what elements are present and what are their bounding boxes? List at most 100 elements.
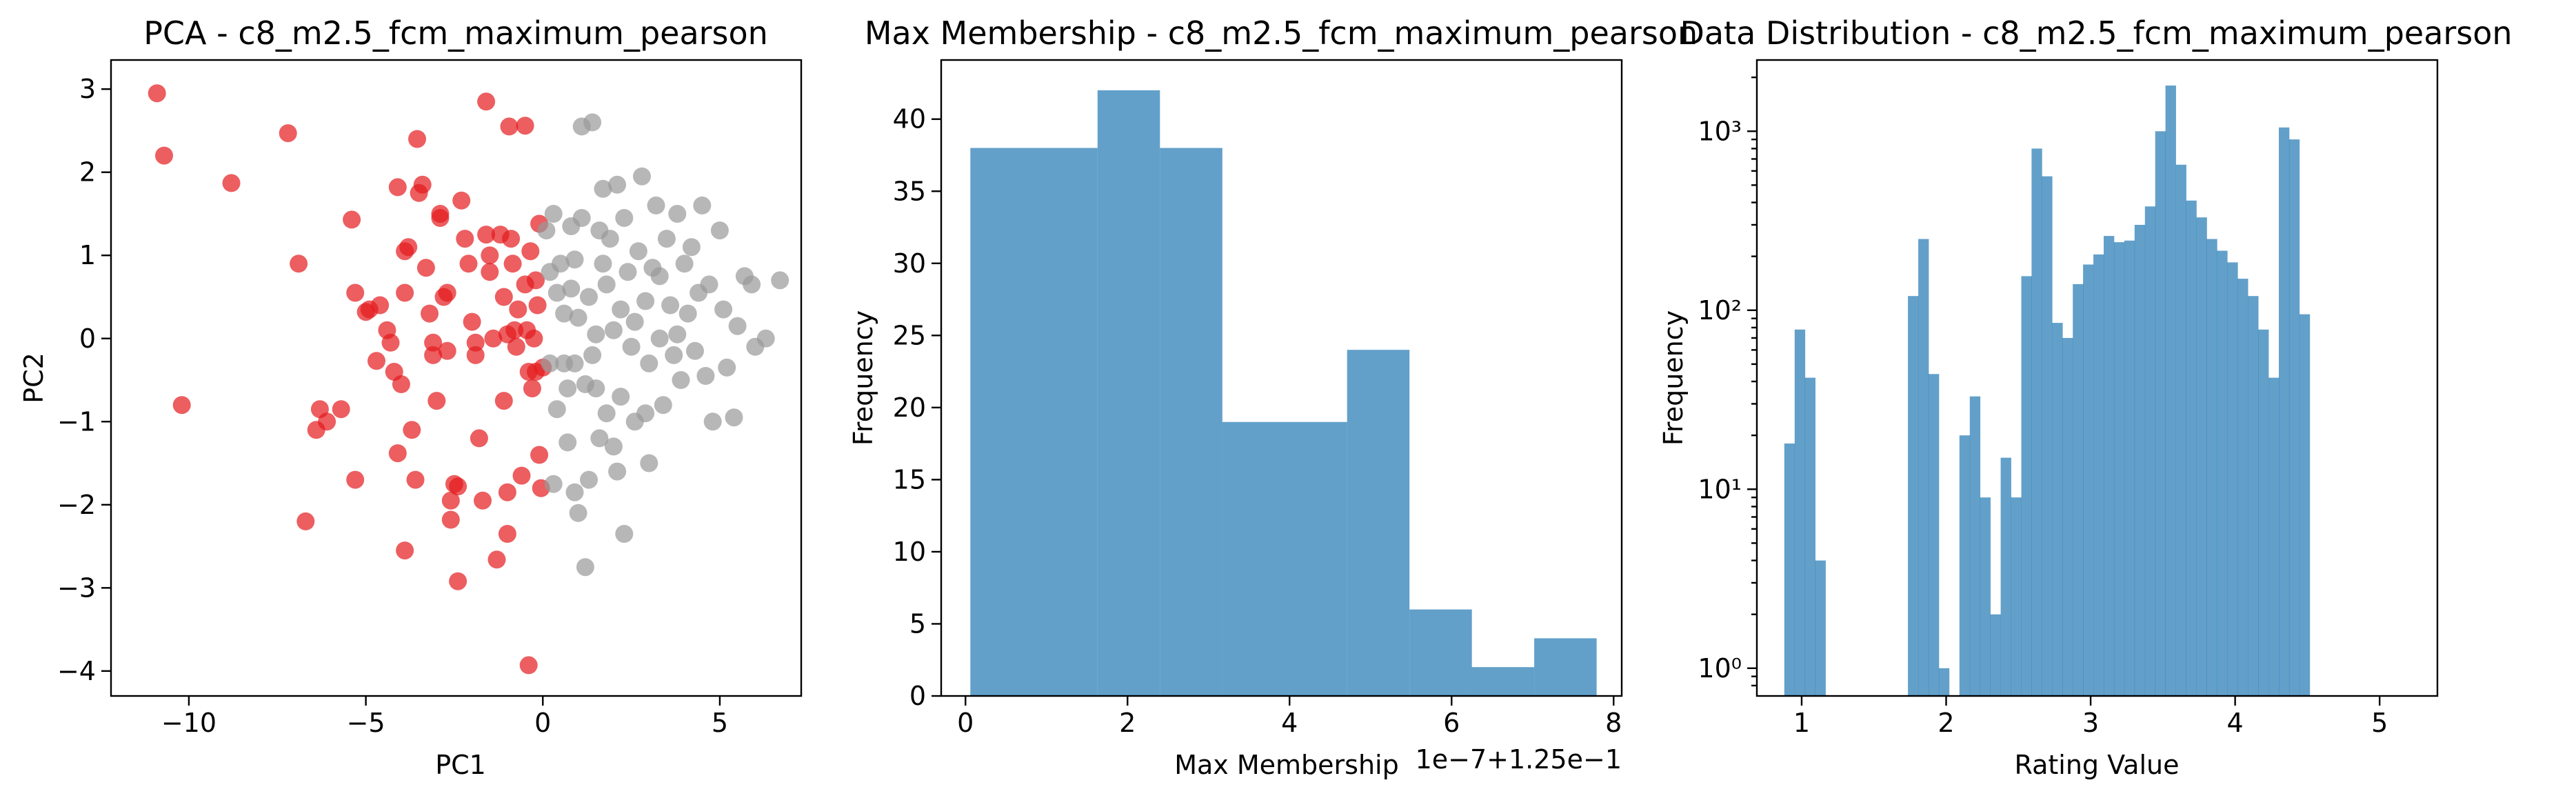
scatter-point-red <box>477 226 496 244</box>
scatter-point-red <box>521 242 540 261</box>
scatter-point-red <box>424 346 443 364</box>
histogram-bar <box>2093 254 2104 696</box>
scatter-point-gray <box>650 329 669 348</box>
scatter-point-gray <box>647 196 665 215</box>
histogram-bar <box>2299 314 2311 697</box>
scatter-point-red <box>507 337 525 356</box>
max-membership-histogram-panel: 0 2 4 6 8 0 5 10 15 20 25 30 35 40 Max Membership - c… <box>848 14 1698 780</box>
scatter-point-red <box>452 191 471 210</box>
data-distribution-plot-frame <box>1755 59 2439 697</box>
histogram-bar <box>2196 217 2207 696</box>
scatter-point-gray <box>597 404 616 423</box>
histogram-bar <box>1794 329 1806 696</box>
scatter-point-red <box>519 656 538 675</box>
scatter-point-gray <box>569 504 587 522</box>
scatter-point-gray <box>668 205 687 223</box>
max-membership-y-tick-label: 30 <box>893 248 926 279</box>
scatter-point-gray <box>572 209 591 227</box>
scatter-point-gray <box>608 175 627 194</box>
scatter-point-gray <box>743 275 761 294</box>
scatter-point-red <box>346 470 365 489</box>
data-distribution-y-tick-label: 10⁰ <box>1698 653 1742 684</box>
data-distribution-x-axis-label: Rating Value <box>2015 750 2180 780</box>
scatter-point-gray <box>562 279 581 298</box>
data-distribution-histogram-panel: 1 2 3 4 5 10⁰ 10¹ 10² 10³ Data Distribution - c8… <box>1658 14 2513 780</box>
histogram-bar <box>1929 374 1940 696</box>
max-membership-y-tick-label: 0 <box>909 681 926 711</box>
scatter-point-gray <box>551 255 570 273</box>
data-distribution-y-axis-label: Frequency <box>1658 310 1689 446</box>
histogram-bar <box>2052 323 2063 697</box>
scatter-point-red <box>498 483 516 501</box>
data-distribution-axis-ticks: 1 2 3 4 5 10⁰ 10¹ 10² 10³ <box>1698 76 2388 738</box>
pca-y-tick-label: −4 <box>57 656 96 686</box>
scatter-point-red <box>396 541 414 560</box>
histogram-bar <box>2155 131 2166 697</box>
max-membership-plot-frame <box>940 59 1623 697</box>
max-membership-y-tick-label: 35 <box>893 176 926 206</box>
histogram-bar <box>2124 240 2135 696</box>
scatter-point-red <box>296 512 315 530</box>
histogram-bar <box>2083 264 2094 696</box>
histogram-bar <box>1409 609 1472 696</box>
scatter-point-red <box>512 466 531 485</box>
scatter-point-red <box>406 470 425 489</box>
scatter-point-red <box>498 525 516 543</box>
scatter-point-red <box>388 178 407 197</box>
scatter-point-gray <box>604 321 623 339</box>
scatter-point-red <box>500 117 519 136</box>
scatter-point-gray <box>622 337 641 356</box>
max-membership-y-tick-label: 5 <box>909 608 926 639</box>
scatter-point-red <box>396 283 414 302</box>
scatter-point-gray <box>615 525 634 543</box>
scatter-point-gray <box>587 325 605 343</box>
scatter-point-gray <box>594 255 612 273</box>
pca-y-tick-label: −2 <box>57 490 96 520</box>
max-membership-bars <box>970 90 1597 696</box>
scatter-point-red <box>413 175 432 194</box>
scatter-point-red <box>481 263 499 281</box>
scatter-point-red <box>431 209 450 227</box>
scatter-point-gray <box>565 250 584 269</box>
histogram-bar <box>1222 421 1347 696</box>
data-distribution-bars <box>1784 86 2311 697</box>
scatter-point-gray <box>583 113 602 132</box>
scatter-point-red <box>148 84 166 103</box>
histogram-bar <box>2175 164 2186 697</box>
scatter-point-gray <box>636 292 655 310</box>
histogram-bar <box>1471 667 1535 696</box>
scatter-point-red <box>463 312 481 331</box>
scatter-point-red <box>470 429 488 448</box>
scatter-point-gray <box>565 483 584 501</box>
scatter-point-red <box>527 363 545 381</box>
scatter-point-red <box>222 174 241 192</box>
scatter-point-red <box>408 130 426 148</box>
scatter-point-gray <box>690 283 708 302</box>
scatter-point-red <box>456 230 474 248</box>
max-membership-y-tick-label: 10 <box>893 537 926 567</box>
scatter-point-gray <box>725 408 743 427</box>
scatter-point-gray <box>686 341 704 360</box>
scatter-point-red <box>438 341 456 360</box>
histogram-bar <box>2279 127 2290 697</box>
scatter-point-red <box>368 352 385 370</box>
pca-y-tick-label: 2 <box>79 157 96 188</box>
scatter-point-gray <box>583 346 602 364</box>
scatter-point-gray <box>710 221 729 240</box>
max-membership-title: Max Membership - c8_m2.5_fcm_maximum_pea… <box>865 14 1698 52</box>
scatter-point-gray <box>668 325 687 343</box>
scatter-point-gray <box>569 308 587 327</box>
scatter-point-gray <box>594 179 612 198</box>
pca-x-tick-label: 5 <box>712 708 728 738</box>
histogram-bar <box>2011 497 2022 696</box>
scatter-point-gray <box>771 271 789 290</box>
scatter-point-gray <box>590 429 609 448</box>
histogram-bar <box>2000 457 2011 696</box>
histogram-bar <box>2237 279 2248 697</box>
pca-plot-frame <box>110 59 803 697</box>
scatter-point-gray <box>612 388 630 406</box>
max-membership-y-axis-label: Frequency <box>848 310 878 446</box>
scatter-point-gray <box>633 167 651 186</box>
